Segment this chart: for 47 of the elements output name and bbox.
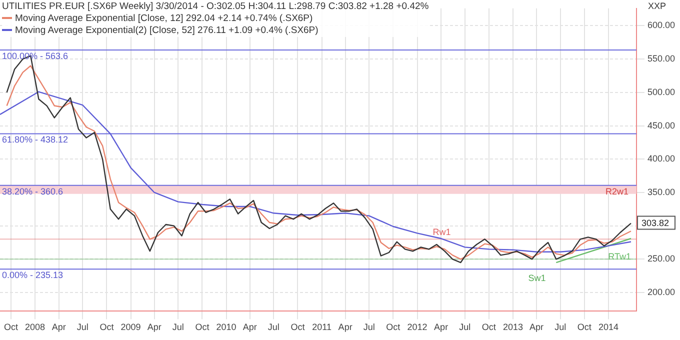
legend-label: Moving Average Exponential(2) [Close, 52] 276.11 +1.09 +0.4% (.SX6P) — [14, 25, 320, 37]
x-tick-label: 2012 — [407, 322, 428, 332]
x-tick-label: Apr — [52, 322, 66, 332]
x-tick-label: Jul — [268, 322, 280, 332]
x-tick-label: Jul — [76, 322, 88, 332]
x-tick-label: Oct — [290, 322, 306, 332]
x-tick-label: Apr — [338, 322, 352, 332]
x-tick-label: Oct — [4, 322, 18, 332]
x-tick-label: Jul — [363, 322, 375, 332]
y-tick-label: 250.00 — [647, 254, 676, 264]
x-tick-label: 2010 — [216, 322, 236, 332]
x-tick-label: 2009 — [120, 322, 141, 332]
x-tick-label: Oct — [386, 322, 401, 332]
chart-title: UTILITIES PR.EUR [.SX6P Weekly] 3/30/2014 - O:302.05 H:304.11 L:298.79 C:303.82 +1.28 +0.42% — [2, 1, 429, 13]
legend-label: Moving Average Exponential [Close, 12] 292.04 +2.14 +0.74% (.SX6P) — [14, 13, 314, 25]
y-tick-label: 550.00 — [647, 54, 676, 64]
x-tick-label: Apr — [434, 322, 448, 332]
y-tick-label: 450.00 — [647, 120, 676, 130]
y-tick-label: 500.00 — [647, 86, 676, 97]
ref-line-label: Rw1 — [432, 227, 451, 238]
ref-line-label: Sw1 — [528, 273, 546, 284]
annotation: 38.20% - 360.6 — [2, 186, 64, 196]
x-tick-label: Oct — [195, 322, 210, 332]
x-tick-label: Oct — [482, 322, 496, 332]
band-label: R2w1 — [605, 186, 628, 196]
x-tick-label: Apr — [530, 322, 544, 332]
x-tick-label: Jul — [459, 322, 471, 332]
x-tick-label: 2013 — [502, 322, 524, 332]
y-tick-label: 200.00 — [647, 287, 676, 298]
y-tick-label: 600.00 — [647, 20, 676, 30]
x-tick-label: Apr — [242, 322, 257, 332]
annotation: 100.00% - 563.6 — [2, 51, 68, 62]
annotation: 303.82 — [641, 218, 670, 228]
x-tick-label: Jul — [172, 322, 184, 332]
y-tick-label: 400.00 — [647, 154, 676, 164]
annotation: 0.00% - 235.13 — [2, 270, 64, 280]
annotation: 61.80% - 438.12 — [2, 134, 68, 145]
x-tick-label: 2008 — [25, 322, 46, 332]
x-tick-label: Jul — [554, 322, 566, 332]
x-tick-label: 2014 — [598, 322, 618, 332]
x-tick-label: 2011 — [312, 322, 332, 332]
y-tick-label: 350.00 — [647, 186, 676, 197]
x-tick-label: Oct — [577, 322, 592, 332]
x-tick-label: Apr — [147, 322, 162, 332]
x-tick-label: Oct — [100, 322, 114, 332]
y-axis-title: XXP — [648, 1, 666, 11]
series-label: RTw1 — [608, 251, 631, 262]
